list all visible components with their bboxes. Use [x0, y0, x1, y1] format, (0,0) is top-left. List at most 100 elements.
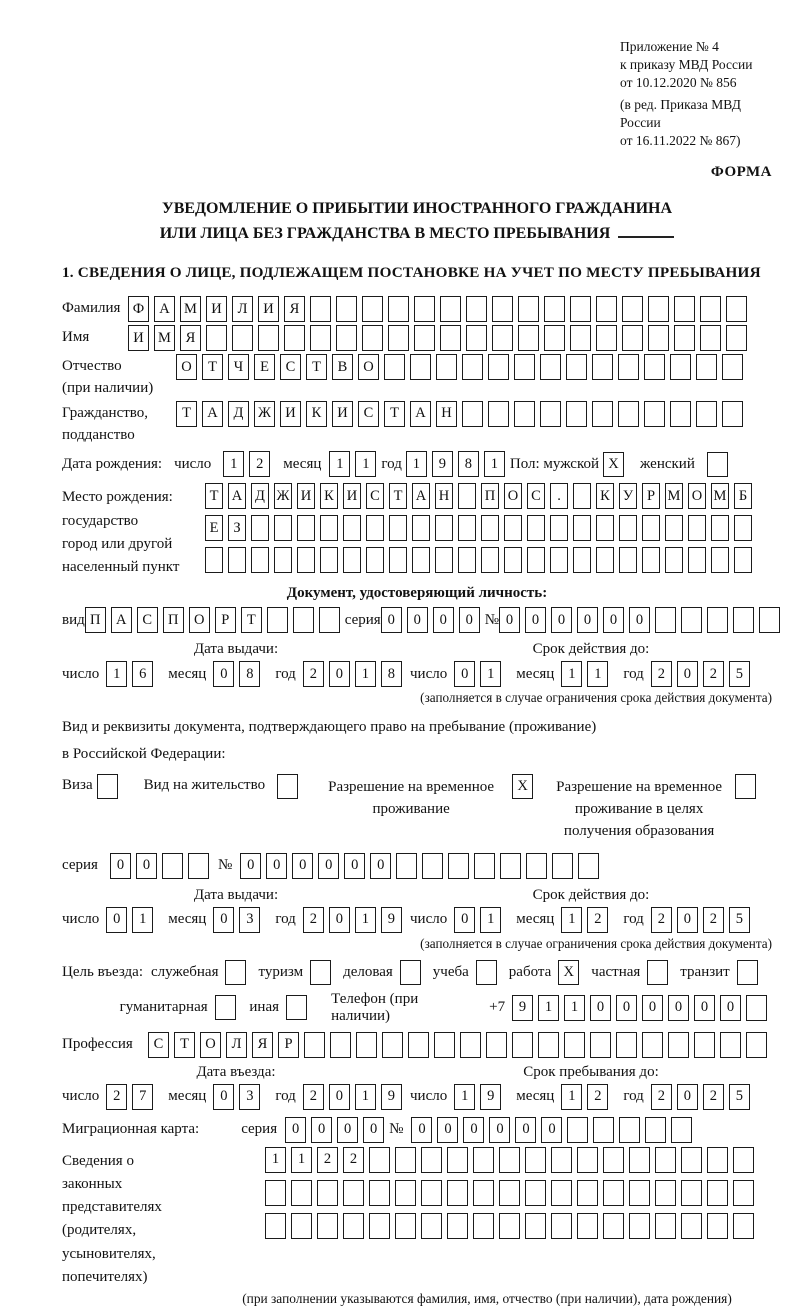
char-cell[interactable] [514, 354, 535, 381]
char-cell[interactable]: 2 [106, 1083, 128, 1110]
char-cell[interactable]: 1 [561, 661, 583, 688]
char-cell[interactable] [711, 547, 729, 574]
char-cell[interactable] [674, 296, 695, 323]
char-cell[interactable] [618, 400, 639, 427]
char-cell[interactable]: 0 [135, 852, 157, 879]
char-cell[interactable] [421, 1212, 442, 1239]
temp-residence-checkbox[interactable]: X [512, 774, 534, 800]
char-cell[interactable]: А [412, 483, 430, 510]
char-cell[interactable]: 0 [328, 661, 350, 688]
char-cell[interactable] [434, 1031, 455, 1058]
char-cell[interactable]: 1 [223, 451, 245, 478]
char-cell[interactable] [488, 400, 509, 427]
char-cell[interactable]: 2 [650, 906, 672, 933]
char-cell[interactable] [187, 852, 209, 879]
char-cell[interactable]: 0 [328, 1083, 350, 1110]
char-cell[interactable]: 1 [480, 906, 502, 933]
purpose-private-checkbox[interactable] [647, 959, 669, 985]
char-cell[interactable]: 9 [511, 994, 533, 1021]
purpose-business-checkbox[interactable] [399, 959, 421, 985]
char-cell[interactable] [733, 607, 754, 634]
char-cell[interactable] [573, 483, 591, 510]
char-cell[interactable]: С [366, 483, 384, 510]
char-cell[interactable] [733, 1179, 754, 1206]
char-cell[interactable] [297, 515, 315, 542]
char-cell[interactable] [734, 547, 752, 574]
char-cell[interactable] [538, 1031, 559, 1058]
char-cell[interactable]: О [504, 483, 522, 510]
char-cell[interactable] [603, 1179, 624, 1206]
char-cell[interactable] [486, 1031, 507, 1058]
char-cell[interactable] [668, 1031, 689, 1058]
char-cell[interactable] [388, 296, 409, 323]
char-cell[interactable] [592, 400, 613, 427]
purpose-transit-checkbox[interactable] [736, 959, 758, 985]
char-cell[interactable] [674, 325, 695, 352]
char-cell[interactable]: 0 [541, 1116, 563, 1143]
char-cell[interactable] [518, 325, 539, 352]
char-cell[interactable] [642, 547, 660, 574]
char-cell[interactable] [570, 325, 591, 352]
char-cell[interactable]: 0 [719, 994, 741, 1021]
char-cell[interactable] [527, 515, 545, 542]
char-cell[interactable] [552, 852, 574, 879]
char-cell[interactable] [320, 547, 338, 574]
char-cell[interactable]: 7 [132, 1083, 154, 1110]
char-cell[interactable] [527, 547, 545, 574]
char-cell[interactable] [481, 547, 499, 574]
char-cell[interactable] [648, 296, 669, 323]
char-cell[interactable]: И [206, 296, 227, 323]
char-cell[interactable] [512, 1031, 533, 1058]
char-cell[interactable] [435, 547, 453, 574]
char-cell[interactable] [466, 296, 487, 323]
char-cell[interactable]: 0 [676, 906, 698, 933]
purpose-work-checkbox[interactable]: X [558, 959, 580, 985]
char-cell[interactable]: 0 [551, 607, 572, 634]
char-cell[interactable] [655, 1212, 676, 1239]
char-cell[interactable] [655, 1146, 676, 1173]
char-cell[interactable] [629, 1212, 650, 1239]
char-cell[interactable]: Ж [274, 483, 292, 510]
char-cell[interactable]: 8 [380, 661, 402, 688]
char-cell[interactable] [665, 547, 683, 574]
char-cell[interactable] [389, 547, 407, 574]
char-cell[interactable]: Ж [254, 400, 275, 427]
char-cell[interactable] [343, 1212, 364, 1239]
char-cell[interactable]: 0 [615, 994, 637, 1021]
sex-male-checkbox[interactable]: X [603, 451, 625, 477]
char-cell[interactable]: Е [205, 515, 223, 542]
char-cell[interactable]: Т [240, 607, 262, 634]
char-cell[interactable]: 1 [537, 994, 559, 1021]
char-cell[interactable] [499, 1179, 520, 1206]
char-cell[interactable] [655, 1179, 676, 1206]
char-cell[interactable] [410, 354, 431, 381]
char-cell[interactable] [473, 1146, 494, 1173]
char-cell[interactable] [396, 852, 418, 879]
char-cell[interactable]: 1 [561, 906, 583, 933]
char-cell[interactable]: М [154, 325, 175, 352]
char-cell[interactable]: П [84, 607, 106, 634]
char-cell[interactable] [645, 1116, 667, 1143]
char-cell[interactable]: 0 [311, 1116, 333, 1143]
char-cell[interactable] [596, 515, 614, 542]
char-cell[interactable]: 0 [603, 607, 624, 634]
char-cell[interactable] [356, 1031, 377, 1058]
char-cell[interactable] [414, 296, 435, 323]
char-cell[interactable] [408, 1031, 429, 1058]
char-cell[interactable] [616, 1031, 637, 1058]
char-cell[interactable] [726, 325, 747, 352]
char-cell[interactable] [274, 547, 292, 574]
char-cell[interactable] [526, 852, 548, 879]
char-cell[interactable] [440, 296, 461, 323]
char-cell[interactable] [681, 1212, 702, 1239]
char-cell[interactable] [395, 1212, 416, 1239]
char-cell[interactable] [567, 1116, 589, 1143]
char-cell[interactable] [458, 547, 476, 574]
char-cell[interactable] [292, 607, 314, 634]
char-cell[interactable] [707, 1179, 728, 1206]
char-cell[interactable] [460, 1031, 481, 1058]
char-cell[interactable]: 9 [380, 906, 402, 933]
char-cell[interactable] [644, 354, 665, 381]
char-cell[interactable]: Т [389, 483, 407, 510]
char-cell[interactable] [336, 325, 357, 352]
